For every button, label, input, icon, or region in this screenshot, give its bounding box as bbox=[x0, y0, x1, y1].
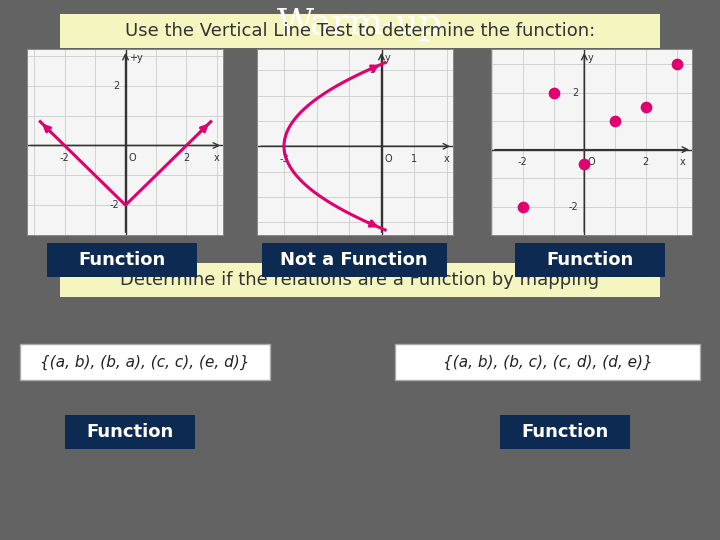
Bar bbox=[65, 415, 195, 449]
Point bbox=[671, 60, 683, 69]
Text: 2: 2 bbox=[572, 87, 578, 98]
Text: Warm-up: Warm-up bbox=[277, 7, 443, 41]
Text: Use the Vertical Line Test to determine the function:: Use the Vertical Line Test to determine … bbox=[125, 22, 595, 40]
Bar bbox=[47, 243, 197, 277]
Text: Function: Function bbox=[78, 251, 166, 269]
Text: 2: 2 bbox=[184, 153, 189, 163]
Text: -2: -2 bbox=[568, 201, 578, 212]
Text: -2: -2 bbox=[60, 153, 69, 163]
Text: 1: 1 bbox=[411, 154, 417, 164]
Text: Determine if the relations are a Function by mapping: Determine if the relations are a Functio… bbox=[120, 271, 600, 289]
Text: 2: 2 bbox=[643, 157, 649, 167]
Text: x: x bbox=[444, 154, 450, 164]
Point bbox=[517, 202, 528, 211]
Bar bbox=[20, 344, 270, 380]
Text: O: O bbox=[129, 153, 136, 163]
Bar bbox=[60, 14, 660, 48]
Bar bbox=[28, 50, 223, 235]
Point bbox=[640, 103, 652, 111]
Text: x: x bbox=[215, 153, 220, 163]
Text: O: O bbox=[588, 157, 595, 167]
Text: Function: Function bbox=[521, 423, 608, 441]
Bar bbox=[258, 50, 453, 235]
Text: Not a Function: Not a Function bbox=[280, 251, 428, 269]
Text: y: y bbox=[384, 52, 390, 63]
Point bbox=[579, 159, 590, 168]
Text: -2: -2 bbox=[109, 200, 120, 210]
Point bbox=[609, 117, 621, 125]
Text: {(a, b), (b, a), (c, c), (e, d)}: {(a, b), (b, a), (c, c), (e, d)} bbox=[40, 354, 250, 369]
Point bbox=[548, 89, 559, 97]
Text: O: O bbox=[384, 154, 392, 164]
Text: {(a, b), (b, c), (c, d), (d, e)}: {(a, b), (b, c), (c, d), (d, e)} bbox=[443, 354, 652, 369]
Text: -2: -2 bbox=[518, 157, 528, 167]
Text: 3: 3 bbox=[369, 65, 375, 75]
Text: 2: 2 bbox=[113, 81, 120, 91]
Bar bbox=[395, 344, 700, 380]
Bar bbox=[261, 243, 446, 277]
Text: -3: -3 bbox=[279, 154, 289, 164]
Bar bbox=[500, 415, 630, 449]
Text: Function: Function bbox=[86, 423, 174, 441]
Text: y: y bbox=[588, 53, 593, 63]
Text: x: x bbox=[680, 157, 686, 167]
Bar bbox=[492, 50, 692, 235]
Text: +y: +y bbox=[129, 53, 143, 63]
Bar bbox=[515, 243, 665, 277]
Bar bbox=[60, 263, 660, 297]
Text: Function: Function bbox=[546, 251, 634, 269]
